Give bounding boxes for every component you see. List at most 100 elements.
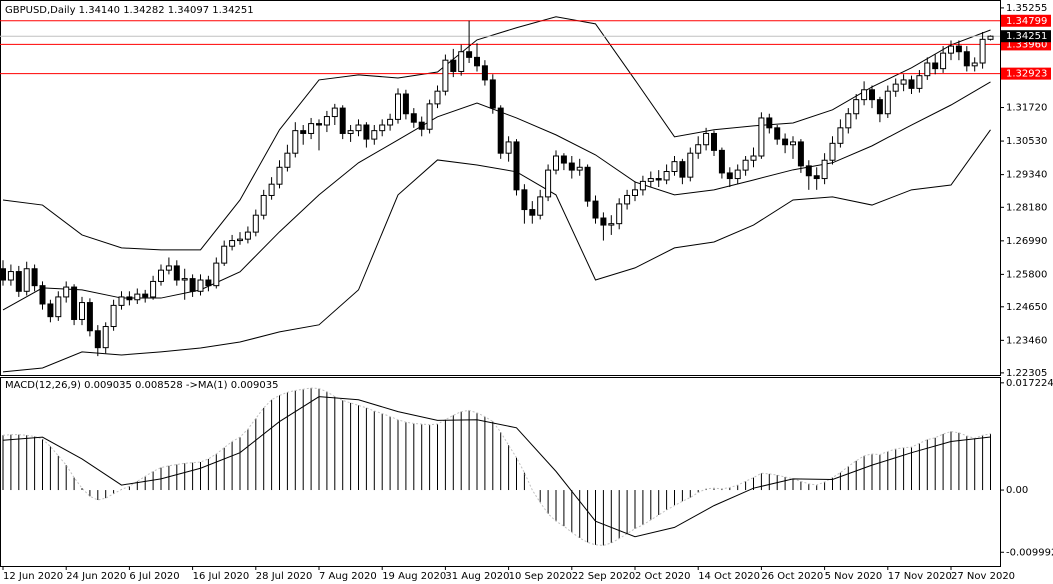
candle-body [158, 269, 164, 282]
candle-body [639, 180, 646, 191]
candle-body [7, 271, 14, 281]
x-tick-label: 7 Aug 2020 [319, 571, 377, 582]
candle-body [497, 107, 504, 154]
candle-body [924, 62, 931, 77]
candle-body [774, 127, 781, 140]
x-tick-label: 31 Aug 2020 [445, 571, 509, 582]
candle-body [126, 296, 133, 301]
candle-body [347, 130, 354, 134]
candle-body [940, 52, 947, 70]
candle-body [316, 123, 322, 126]
candle-body [900, 79, 907, 85]
candle-body [395, 93, 401, 120]
candle-body [418, 121, 425, 130]
y-tick-label: 1.35255 [1006, 3, 1047, 14]
candle-body [197, 279, 204, 292]
candle-body [726, 172, 733, 180]
candle-body [766, 117, 773, 129]
level-label: 1.32923 [1006, 69, 1047, 80]
candle-body [39, 285, 46, 305]
y-tick-label: 1.22305 [1006, 368, 1047, 379]
y-tick-label: 1.29340 [1006, 170, 1047, 181]
y-tick-label: 1.30530 [1006, 136, 1047, 147]
x-tick-label: 24 Jun 2020 [66, 571, 126, 582]
candle-body [892, 83, 899, 92]
candle-body [529, 209, 536, 216]
x-tick-label: 27 Nov 2020 [951, 571, 1015, 582]
candle-body [434, 90, 441, 105]
y-tick-label: -0.009992 [1006, 547, 1053, 558]
candle-body [300, 130, 307, 134]
candle-body [813, 175, 820, 180]
candle-body [474, 56, 480, 67]
candle-body [671, 161, 678, 173]
candle-body [703, 132, 710, 146]
x-tick-label: 5 Nov 2020 [825, 571, 883, 582]
candle-body [695, 144, 702, 154]
candle-body [402, 93, 409, 115]
candle-body [284, 152, 291, 168]
candle-body [687, 152, 694, 178]
x-tick-label: 19 Aug 2020 [382, 571, 446, 582]
candle-body [339, 107, 346, 134]
candle-body [489, 79, 496, 109]
y-tick-label: 1.28180 [1006, 202, 1047, 213]
y-tick-label: 1.31720 [1006, 103, 1047, 114]
candle-body [292, 130, 299, 154]
candle-body [782, 138, 789, 146]
candle-body [165, 265, 172, 271]
candle-body [308, 123, 315, 134]
candle-body [876, 99, 883, 115]
candle-body [79, 302, 85, 320]
candle-body [553, 155, 559, 171]
candle-body [86, 302, 93, 332]
candle-body [821, 159, 828, 180]
macd-ma-line [2, 387, 991, 546]
chart-title: GBPUSD,Daily 1.34140 1.34282 1.34097 1.3… [5, 5, 254, 16]
current-price-label: 1.34251 [1006, 31, 1047, 42]
candle-body [861, 89, 868, 101]
candle-body [853, 99, 860, 115]
y-tick-label: 1.25800 [1006, 269, 1047, 280]
candle-body [15, 271, 22, 292]
candle-body [363, 124, 370, 140]
candle-body [260, 194, 267, 216]
candle-body [442, 59, 449, 92]
candle-body [323, 116, 330, 126]
candle-body [371, 130, 378, 140]
x-tick-label: 22 Sep 2020 [572, 571, 635, 582]
candle-body [229, 240, 236, 247]
candle-body [221, 245, 228, 264]
candle-body [387, 118, 394, 126]
candle-body [379, 124, 386, 132]
candle-body [102, 326, 109, 349]
candle-body [466, 51, 473, 58]
candle-body [576, 166, 583, 171]
price-panel-frame [0, 0, 1001, 376]
candle-body [410, 113, 417, 123]
bollinger-upper [2, 16, 991, 251]
candle-body [450, 59, 457, 72]
candle-body [790, 141, 796, 146]
candle-body [805, 165, 812, 177]
candle-body [663, 171, 670, 181]
candle-body [55, 296, 62, 318]
candle-body [679, 161, 686, 178]
candle-body [0, 268, 6, 281]
candle-body [505, 141, 512, 154]
candle-body [987, 35, 994, 40]
candle-body [150, 280, 157, 298]
x-tick-label: 28 Jul 2020 [256, 571, 313, 582]
candle-body [742, 159, 749, 171]
candle-body [948, 45, 954, 54]
candle-body [189, 278, 196, 292]
candle-body [110, 304, 117, 328]
x-tick-label: 26 Oct 2020 [761, 571, 823, 582]
candle-body [829, 142, 836, 161]
level-box [1001, 14, 1051, 27]
level-label: 1.33960 [1006, 39, 1047, 50]
candle-body [94, 330, 101, 349]
candle-body [331, 107, 338, 118]
candle-body [237, 238, 243, 242]
